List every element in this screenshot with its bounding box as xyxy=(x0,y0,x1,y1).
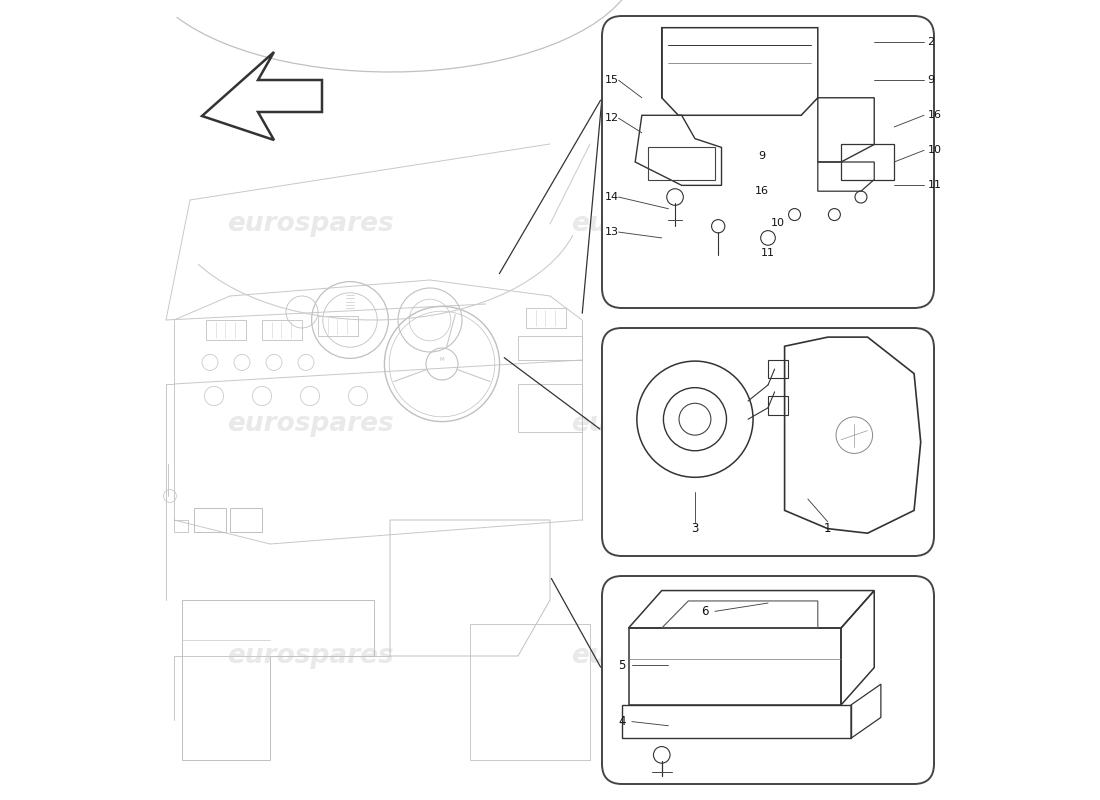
Text: eurospares: eurospares xyxy=(227,211,394,237)
Text: 10: 10 xyxy=(771,218,785,228)
Text: eurospares: eurospares xyxy=(227,643,394,669)
Text: M: M xyxy=(440,358,444,362)
Text: 9: 9 xyxy=(758,151,764,161)
Text: 3: 3 xyxy=(691,522,698,535)
Text: 9: 9 xyxy=(927,75,935,86)
FancyBboxPatch shape xyxy=(602,576,934,784)
Text: 15: 15 xyxy=(605,75,619,86)
FancyBboxPatch shape xyxy=(602,16,934,308)
Text: 10: 10 xyxy=(927,146,942,155)
Text: 2: 2 xyxy=(927,38,935,47)
FancyBboxPatch shape xyxy=(602,328,934,556)
Text: 6: 6 xyxy=(702,605,710,618)
Text: 13: 13 xyxy=(605,227,619,237)
Text: eurospares: eurospares xyxy=(227,411,394,437)
Text: 5: 5 xyxy=(618,659,626,672)
Text: 11: 11 xyxy=(761,247,776,258)
Text: 16: 16 xyxy=(755,186,769,196)
Text: 11: 11 xyxy=(927,180,942,190)
Text: 14: 14 xyxy=(605,192,619,202)
Text: 16: 16 xyxy=(927,110,942,120)
Text: 12: 12 xyxy=(605,114,619,123)
Polygon shape xyxy=(202,52,322,140)
Text: 4: 4 xyxy=(618,715,626,728)
Text: eurospares: eurospares xyxy=(571,211,737,237)
Text: eurospares: eurospares xyxy=(571,643,737,669)
Text: eurospares: eurospares xyxy=(571,411,737,437)
Text: 1: 1 xyxy=(824,522,832,535)
